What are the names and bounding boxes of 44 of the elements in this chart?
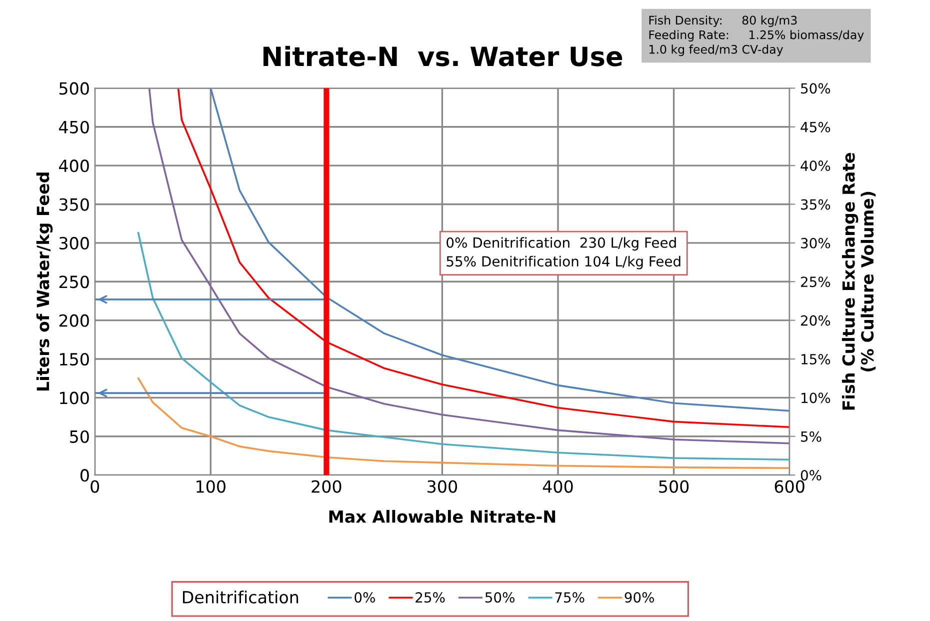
text: Fish Density: 80 kg/m3 <box>649 16 797 27</box>
y-tick-label: 250 <box>59 276 89 288</box>
y-tick-label: 450 <box>59 120 89 134</box>
y2-tick-label: 10% <box>802 392 830 404</box>
y2-tick-label: 40% <box>800 160 830 172</box>
x-tick-label: 600 <box>774 480 804 493</box>
x-tick-label: 0 <box>90 480 100 493</box>
legend-label: 25% <box>416 592 445 603</box>
y-tick-label: 100 <box>60 392 89 404</box>
legend-label: 90% <box>624 592 654 603</box>
x-tick-label: 100 <box>196 480 226 493</box>
legend-title: Denitrification <box>182 590 298 604</box>
y2-tick-label: 20% <box>801 315 830 326</box>
x-tick-label: 500 <box>659 480 689 493</box>
y2-tick-label: 15% <box>802 354 830 364</box>
legend-label: 50% <box>485 592 514 603</box>
x-tick-label: 400 <box>542 480 573 493</box>
annotation: 0% Denitrification 230 L/kg Feed <box>446 237 676 251</box>
x-axis-title: Max Allowable Nitrate-N <box>329 510 556 523</box>
y2-tick-label: 25% <box>801 276 830 288</box>
x-tick-label: 200 <box>312 480 342 493</box>
y2-tick-label: 45% <box>800 122 830 132</box>
y-tick-label: 150 <box>60 352 89 366</box>
y2-axis-title: Fish Culture Exchange Rate (% Culture Volume) <box>842 152 876 410</box>
y-tick-label: 500 <box>59 82 89 95</box>
y-tick-label: 400 <box>59 160 89 172</box>
y2-tick-label: 5% <box>801 431 822 442</box>
x-tick-label: 300 <box>428 480 458 493</box>
text: Feeding Rate: 1.25% biomass/day <box>649 30 864 42</box>
y2-tick-label: 35% <box>801 199 830 210</box>
y2-tick-label: 0% <box>800 470 822 481</box>
y-tick-label: 50 <box>70 430 89 443</box>
annotation: 55% Denitrification 104 L/kg Feed <box>446 256 680 270</box>
y-tick-label: 350 <box>59 198 89 211</box>
text: 1.0 kg feed/m3 CV-day <box>650 44 783 56</box>
y2-tick-label: 30% <box>801 238 830 248</box>
y-tick-label: 300 <box>59 236 89 250</box>
y2-tick-label: 50% <box>801 83 830 94</box>
y-tick-label: 200 <box>59 314 89 327</box>
chart-title: Nitrate-N vs. Water Use <box>263 46 622 66</box>
y-axis-title: Liters of Water/kg Feed <box>36 172 53 390</box>
legend-label: 0% <box>354 592 375 603</box>
y-tick-label: 0 <box>80 469 89 482</box>
legend-label: 75% <box>555 592 584 603</box>
